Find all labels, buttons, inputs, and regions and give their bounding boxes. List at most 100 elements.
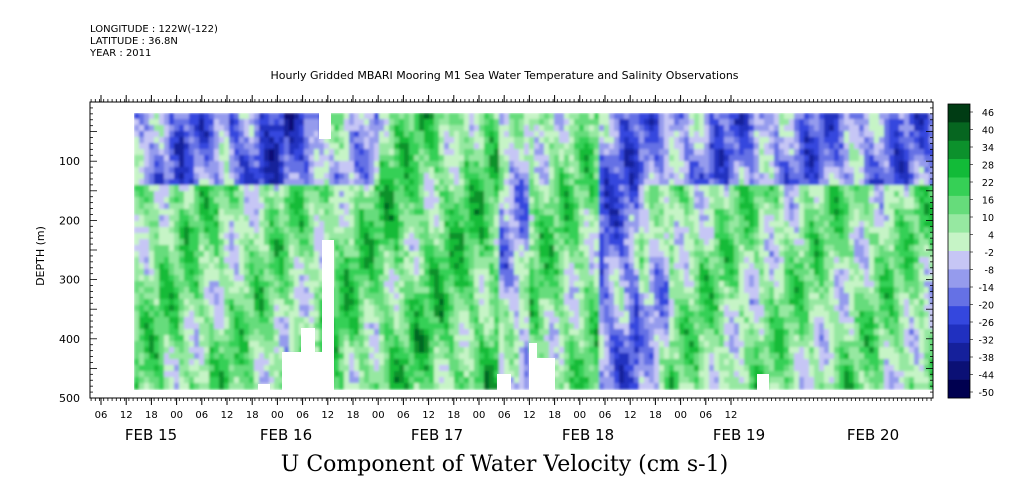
heatmap-cell: [169, 281, 175, 288]
heatmap-cell: [314, 215, 320, 222]
heatmap-cell: [389, 233, 395, 240]
heatmap-cell: [199, 143, 205, 150]
heatmap-cell: [229, 125, 235, 132]
heatmap-cell: [439, 113, 445, 120]
heatmap-cell: [634, 257, 640, 264]
heatmap-cell: [394, 161, 400, 168]
heatmap-cell: [264, 191, 270, 198]
heatmap-cell: [479, 251, 485, 258]
heatmap-cell: [374, 335, 380, 342]
heatmap-cell: [539, 341, 545, 348]
heatmap-cell: [209, 287, 215, 294]
heatmap-cell: [594, 137, 600, 144]
heatmap-cell: [674, 143, 680, 150]
heatmap-cell: [469, 293, 475, 300]
heatmap-cell: [289, 209, 295, 216]
heatmap-cell: [319, 305, 325, 312]
heatmap-cell: [404, 365, 410, 372]
heatmap-cell: [449, 335, 455, 342]
heatmap-cell: [259, 203, 265, 210]
heatmap-cell: [659, 257, 665, 264]
heatmap-cell: [424, 167, 430, 174]
heatmap-cell: [264, 347, 270, 354]
heatmap-cell: [544, 335, 550, 342]
heatmap-cell: [624, 173, 630, 180]
heatmap-cell: [154, 317, 160, 324]
heatmap-cell: [554, 167, 560, 174]
heatmap-cell: [199, 227, 205, 234]
heatmap-cell: [379, 353, 385, 360]
heatmap-cell: [439, 185, 445, 192]
heatmap-cell: [674, 227, 680, 234]
heatmap-cell: [249, 329, 255, 336]
heatmap-cell: [614, 383, 620, 390]
heatmap-cell: [164, 377, 170, 384]
heatmap-cell: [354, 119, 360, 126]
heatmap-cell: [179, 149, 185, 156]
heatmap-cell: [539, 113, 545, 120]
heatmap-cell: [639, 113, 645, 120]
heatmap-cell: [509, 305, 515, 312]
heatmap-cell: [484, 353, 490, 360]
heatmap-cell: [224, 281, 230, 288]
heatmap-cell: [244, 185, 250, 192]
heatmap-cell: [584, 251, 590, 258]
heatmap-cell: [494, 341, 500, 348]
heatmap-cell: [664, 257, 670, 264]
heatmap-cell: [234, 293, 240, 300]
heatmap-cell: [219, 179, 225, 186]
heatmap-cell: [209, 149, 215, 156]
heatmap-cell: [489, 227, 495, 234]
heatmap-cell: [584, 257, 590, 264]
heatmap-cell: [564, 233, 570, 240]
heatmap-cell: [459, 233, 465, 240]
heatmap-cell: [424, 371, 430, 378]
heatmap-cell: [214, 167, 220, 174]
heatmap-cell: [274, 155, 280, 162]
heatmap-cell: [619, 293, 625, 300]
heatmap-cell: [174, 359, 180, 366]
heatmap-cell: [294, 125, 300, 132]
heatmap-cell: [339, 173, 345, 180]
heatmap-cell: [354, 311, 360, 318]
heatmap-cell: [644, 305, 650, 312]
heatmap-cell: [364, 323, 370, 330]
heatmap-cell: [209, 119, 215, 126]
heatmap-cell: [614, 251, 620, 258]
heatmap-cell: [414, 293, 420, 300]
heatmap-cell: [319, 221, 325, 228]
heatmap-cell: [264, 269, 270, 276]
heatmap-cell: [304, 275, 310, 282]
heatmap-cell: [469, 335, 475, 342]
heatmap-cell: [334, 221, 340, 228]
heatmap-cell: [659, 239, 665, 246]
heatmap-cell: [479, 329, 485, 336]
heatmap-cell: [539, 119, 545, 126]
heatmap-cell: [459, 149, 465, 156]
heatmap-cell: [354, 377, 360, 384]
heatmap-cell: [289, 341, 295, 348]
heatmap-cell: [364, 269, 370, 276]
heatmap-cell: [334, 251, 340, 258]
heatmap-cell: [264, 293, 270, 300]
heatmap-cell: [239, 173, 245, 180]
heatmap-cell: [239, 143, 245, 150]
heatmap-cell: [264, 371, 270, 378]
heatmap-cell: [344, 125, 350, 132]
heatmap-cell: [454, 161, 460, 168]
heatmap-cell: [169, 293, 175, 300]
heatmap-cell: [394, 365, 400, 372]
heatmap-cell: [394, 353, 400, 360]
heatmap-cell: [544, 227, 550, 234]
heatmap-cell: [389, 215, 395, 222]
heatmap-cell: [629, 197, 635, 204]
heatmap-cell: [299, 323, 305, 330]
heatmap-cell: [414, 227, 420, 234]
heatmap-cell: [559, 347, 565, 354]
heatmap-cell: [409, 311, 415, 318]
heatmap-cell: [189, 341, 195, 348]
heatmap-cell: [349, 137, 355, 144]
heatmap-cell: [549, 245, 555, 252]
heatmap-cell: [544, 233, 550, 240]
heatmap-cell: [369, 173, 375, 180]
